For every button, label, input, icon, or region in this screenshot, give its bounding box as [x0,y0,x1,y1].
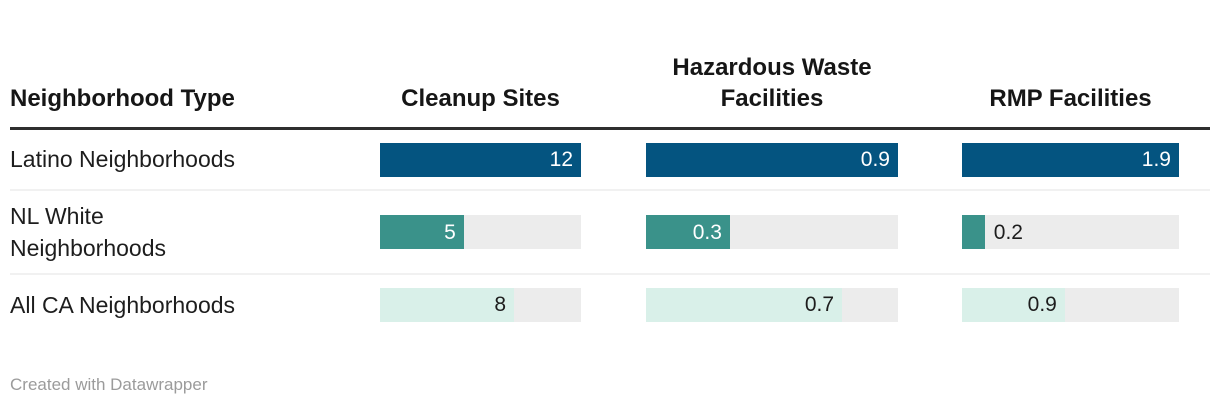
bar-track: 0.3 [646,215,898,250]
bar-fill: 12 [380,142,581,177]
bar-track: 0.9 [962,287,1179,322]
row-label: NL White Neighborhoods [10,203,167,262]
column-header-neighborhood-type: Neighborhood Type [10,85,235,113]
column-header-rmp-facilities: RMP Facilities [989,85,1152,113]
bar-value-label: 1.9 [1141,148,1171,171]
table-body: Latino Neighborhoods 12 0.9 1.9 NL White Neig… [10,130,1210,334]
bar-cell: 5 [380,215,646,250]
table-header-row: Neighborhood Type Cleanup Sites Hazardou… [10,0,1210,130]
bar-track: 0.9 [646,142,898,177]
bar-fill: 8 [380,287,515,322]
table-row: Latino Neighborhoods 12 0.9 1.9 [10,130,1210,191]
row-label: Latino Neighborhoods [10,146,236,173]
bar-fill [962,215,985,250]
table-row: NL White Neighborhoods 5 0.3 0.2 [10,191,1210,276]
bar-value-label: 12 [549,148,573,171]
bar-value-label: 8 [494,293,507,317]
row-label: All CA Neighborhoods [10,291,236,318]
bar-fill: 0.9 [962,287,1065,322]
bar-fill: 1.9 [962,142,1179,177]
bar-track: 1.9 [962,142,1179,177]
bar-track: 12 [380,142,581,177]
bar-fill: 5 [380,215,464,250]
bar-cell: 12 [380,142,646,177]
bar-track: 8 [380,287,581,322]
bar-fill: 0.3 [646,215,730,250]
bar-value-label: 0.9 [1027,293,1057,317]
bar-value-label: 0.3 [692,220,722,244]
bar-value-label: 5 [444,220,456,244]
column-header-cleanup-sites: Cleanup Sites [401,85,560,113]
bar-cell: 0.7 [646,287,962,322]
bar-value-label: 0.7 [804,293,835,317]
bar-track: 0.7 [646,287,898,322]
bar-cell: 0.9 [962,287,1210,322]
bar-cell: 0.3 [646,215,962,250]
bar-cell: 8 [380,287,646,322]
bar-fill: 0.9 [646,142,898,177]
bar-cell: 0.2 [962,215,1210,250]
bar-track: 0.2 [962,215,1179,250]
bar-value-label: 0.2 [993,220,1023,244]
column-header-hazardous-waste-facilities: Hazardous Waste Facilities [672,53,872,113]
bar-value-label: 0.9 [860,148,890,171]
table-chart: Neighborhood Type Cleanup Sites Hazardou… [10,0,1210,395]
bar-track: 5 [380,215,581,250]
datawrapper-attribution-link[interactable]: Created with Datawrapper [10,375,208,395]
bar-fill: 0.7 [646,287,843,322]
table-row: All CA Neighborhoods 8 0.7 0.9 [10,275,1210,334]
bar-cell: 1.9 [962,142,1210,177]
bar-cell: 0.9 [646,142,962,177]
